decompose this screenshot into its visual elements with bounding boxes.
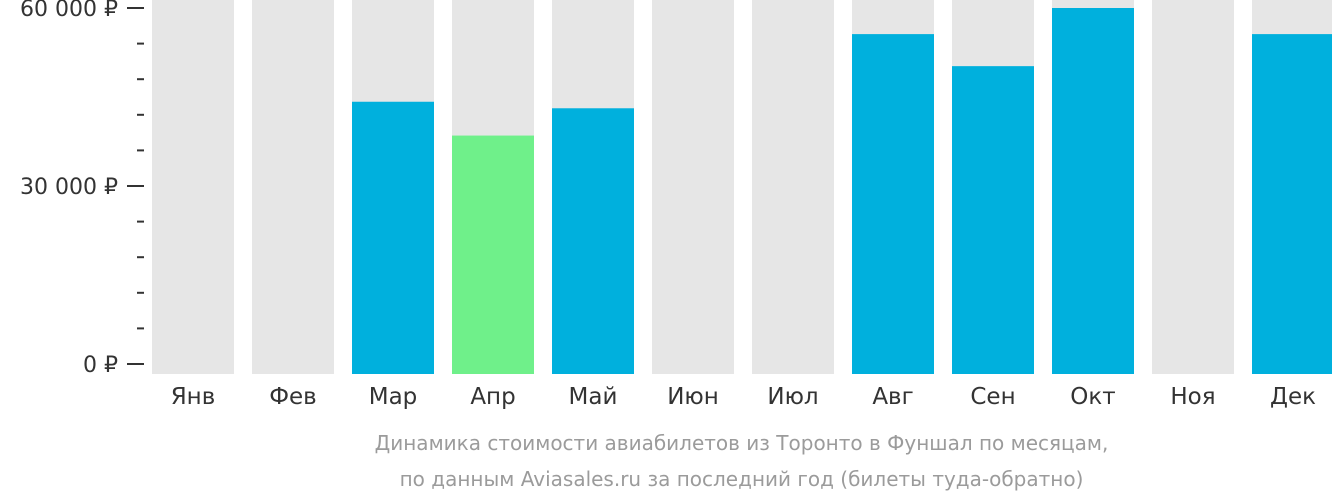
x-tick-label: Янв	[171, 384, 216, 410]
bar	[852, 34, 934, 375]
x-tick-label: Июл	[767, 384, 818, 410]
x-tick-label: Авг	[872, 384, 913, 410]
bar-background	[752, 0, 834, 374]
y-tick-label: 60 000 ₽	[20, 0, 118, 22]
bar-highlight	[452, 135, 534, 374]
x-tick-label: Дек	[1270, 384, 1316, 410]
x-tick-label: Фев	[269, 384, 317, 410]
x-tick-label: Июн	[667, 384, 719, 410]
bar-background	[152, 0, 234, 374]
x-tick-label: Ноя	[1170, 384, 1215, 410]
y-tick-label: 30 000 ₽	[20, 175, 118, 200]
price-chart: 0 ₽ 30 000 ₽ 60 000 ₽ Янв Фев Мар Апр Май Июн Июл…	[20, 0, 1332, 410]
bar	[1052, 8, 1134, 374]
chart-caption-line-1: Динамика стоимости авиабилетов из Торонт…	[374, 431, 1109, 455]
bar-background	[252, 0, 334, 374]
x-tick-label: Окт	[1070, 384, 1115, 410]
x-tick-label: Май	[569, 384, 618, 410]
x-tick-label: Мар	[369, 384, 418, 410]
bar	[552, 108, 634, 375]
x-tick-label: Апр	[470, 384, 515, 410]
bar	[1252, 34, 1332, 375]
bar	[952, 66, 1034, 374]
bar	[352, 101, 434, 374]
bar-background	[652, 0, 734, 374]
y-tick-label: 0 ₽	[83, 353, 118, 378]
chart-caption-line-2: по данным Aviasales.ru за последний год …	[399, 467, 1084, 491]
x-tick-label: Сен	[970, 384, 1015, 410]
bar-background	[1152, 0, 1234, 374]
